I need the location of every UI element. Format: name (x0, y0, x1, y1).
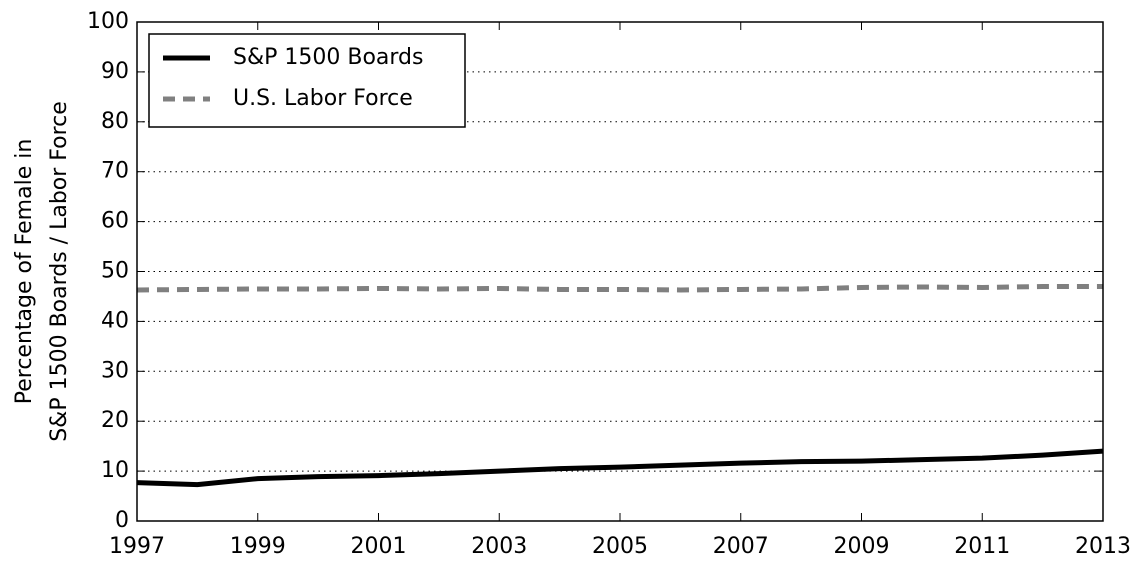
y-tick-label: 60 (101, 209, 129, 234)
plot-frame (136, 21, 1104, 522)
y-tick-label: 30 (101, 358, 129, 383)
y-tick-label: 10 (101, 458, 129, 483)
y-tick-label: 80 (101, 109, 129, 134)
y-tick-label: 50 (101, 259, 129, 284)
x-tick-label: 1997 (109, 534, 165, 559)
x-tick-label: 2001 (351, 534, 407, 559)
y-axis-label: S&P 1500 Boards / Labor Force (47, 101, 72, 442)
y-tick-label: 20 (101, 408, 129, 433)
x-tick-label: 2007 (713, 534, 769, 559)
legend-box (148, 33, 466, 128)
legend-label: U.S. Labor Force (233, 86, 413, 111)
y-tick-label: 40 (101, 308, 129, 333)
series-line (136, 448, 1104, 488)
x-tick-label: 1999 (230, 534, 286, 559)
y-tick-label: 90 (101, 59, 129, 84)
x-tick-label: 2003 (471, 534, 527, 559)
y-axis-label: Percentage of Female in (12, 139, 37, 405)
y-tick-label: 70 (101, 159, 129, 184)
x-tick-label: 2013 (1075, 534, 1131, 559)
x-tick-label: 2009 (834, 534, 890, 559)
legend-label: S&P 1500 Boards (233, 45, 423, 70)
x-tick-label: 2011 (954, 534, 1010, 559)
x-tick-label: 2005 (592, 534, 648, 559)
series-line (136, 283, 1103, 293)
y-tick-label: 100 (87, 9, 129, 34)
y-tick-label: 0 (115, 508, 129, 533)
